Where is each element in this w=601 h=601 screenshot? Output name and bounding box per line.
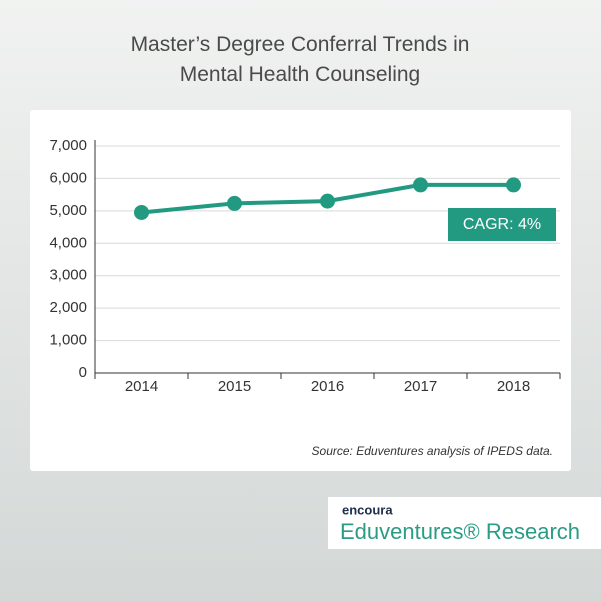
logo-company: encoura [342, 502, 393, 517]
point [134, 204, 149, 220]
annotation: CAGR: 4% [463, 216, 541, 233]
chart-card [30, 110, 571, 471]
x-tick-label: 2018 [497, 378, 530, 395]
x-tick-label: 2016 [311, 378, 344, 395]
annotation-box [448, 208, 556, 241]
x-tick-label: 2015 [218, 378, 251, 395]
logo-product: Eduventures® Research [340, 519, 580, 544]
x-tick-label: 2017 [404, 378, 437, 395]
y-tick-label: 4,000 [49, 234, 87, 251]
y-tick-label: 7,000 [49, 137, 87, 154]
x-tick-label: 2014 [125, 378, 158, 395]
point [320, 193, 335, 209]
y-tick-label: 5,000 [49, 202, 87, 219]
source-note: Source: Eduventures analysis of IPEDS da… [312, 444, 553, 458]
y-tick-label: 3,000 [49, 267, 87, 284]
point [506, 177, 521, 193]
y-tick-label: 2,000 [49, 299, 87, 316]
y-tick-label: 1,000 [49, 332, 87, 349]
chart-title: Master’s Degree Conferral Trends in Ment… [130, 33, 470, 86]
logo-box [328, 497, 601, 549]
y-tick-label: 6,000 [49, 169, 87, 186]
y-tick-label: 0 [79, 364, 87, 381]
point [227, 195, 242, 211]
point [413, 177, 428, 193]
